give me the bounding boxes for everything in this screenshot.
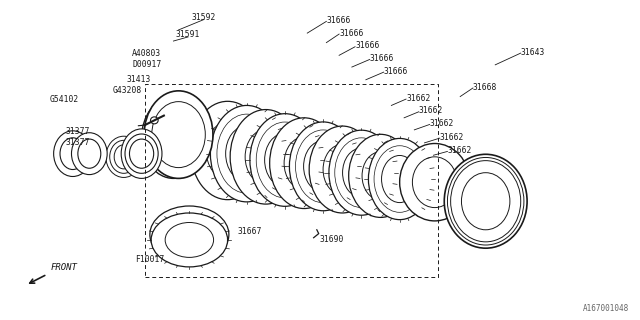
Ellipse shape (106, 136, 141, 178)
Ellipse shape (289, 122, 357, 211)
Ellipse shape (114, 145, 133, 169)
Text: 31591: 31591 (176, 30, 200, 39)
Text: 31666: 31666 (326, 16, 351, 25)
Ellipse shape (349, 134, 412, 217)
Ellipse shape (151, 213, 228, 267)
Ellipse shape (250, 114, 320, 206)
Ellipse shape (72, 133, 107, 175)
Ellipse shape (309, 126, 376, 213)
Ellipse shape (211, 105, 283, 202)
Ellipse shape (141, 97, 205, 178)
Text: F10017: F10017 (135, 255, 164, 264)
Text: 31666: 31666 (370, 54, 394, 63)
Text: G43208: G43208 (113, 86, 142, 95)
Text: 31666: 31666 (355, 41, 380, 50)
Text: 31662: 31662 (429, 119, 454, 128)
Text: 31592: 31592 (192, 13, 216, 22)
Text: 31662: 31662 (406, 94, 430, 103)
Ellipse shape (121, 129, 162, 178)
Ellipse shape (125, 134, 158, 173)
Text: 31690: 31690 (320, 236, 344, 244)
Ellipse shape (444, 154, 527, 248)
Text: 31662: 31662 (440, 133, 464, 142)
Text: 31662: 31662 (447, 146, 472, 155)
Text: A167001048: A167001048 (583, 304, 629, 313)
Ellipse shape (230, 109, 301, 204)
Text: FRONT: FRONT (51, 263, 78, 272)
Ellipse shape (369, 139, 431, 220)
Ellipse shape (150, 206, 229, 263)
Ellipse shape (269, 118, 339, 209)
Text: 31666: 31666 (339, 28, 364, 38)
Ellipse shape (329, 130, 394, 215)
Text: A40803: A40803 (132, 49, 161, 58)
Text: 31413: 31413 (126, 75, 150, 84)
Ellipse shape (54, 131, 92, 177)
Ellipse shape (399, 143, 470, 221)
Text: D00917: D00917 (132, 60, 161, 69)
Text: 31662: 31662 (419, 106, 443, 115)
Ellipse shape (109, 140, 138, 173)
Text: 31667: 31667 (237, 227, 262, 236)
Text: 31377: 31377 (65, 138, 90, 147)
Text: 31377: 31377 (65, 127, 90, 136)
Text: 31643: 31643 (521, 48, 545, 57)
Text: G54102: G54102 (49, 95, 79, 104)
Ellipse shape (129, 139, 154, 168)
Text: 31666: 31666 (384, 67, 408, 76)
Ellipse shape (144, 91, 213, 178)
Ellipse shape (191, 101, 264, 200)
Text: 31668: 31668 (473, 83, 497, 92)
Ellipse shape (150, 117, 158, 124)
